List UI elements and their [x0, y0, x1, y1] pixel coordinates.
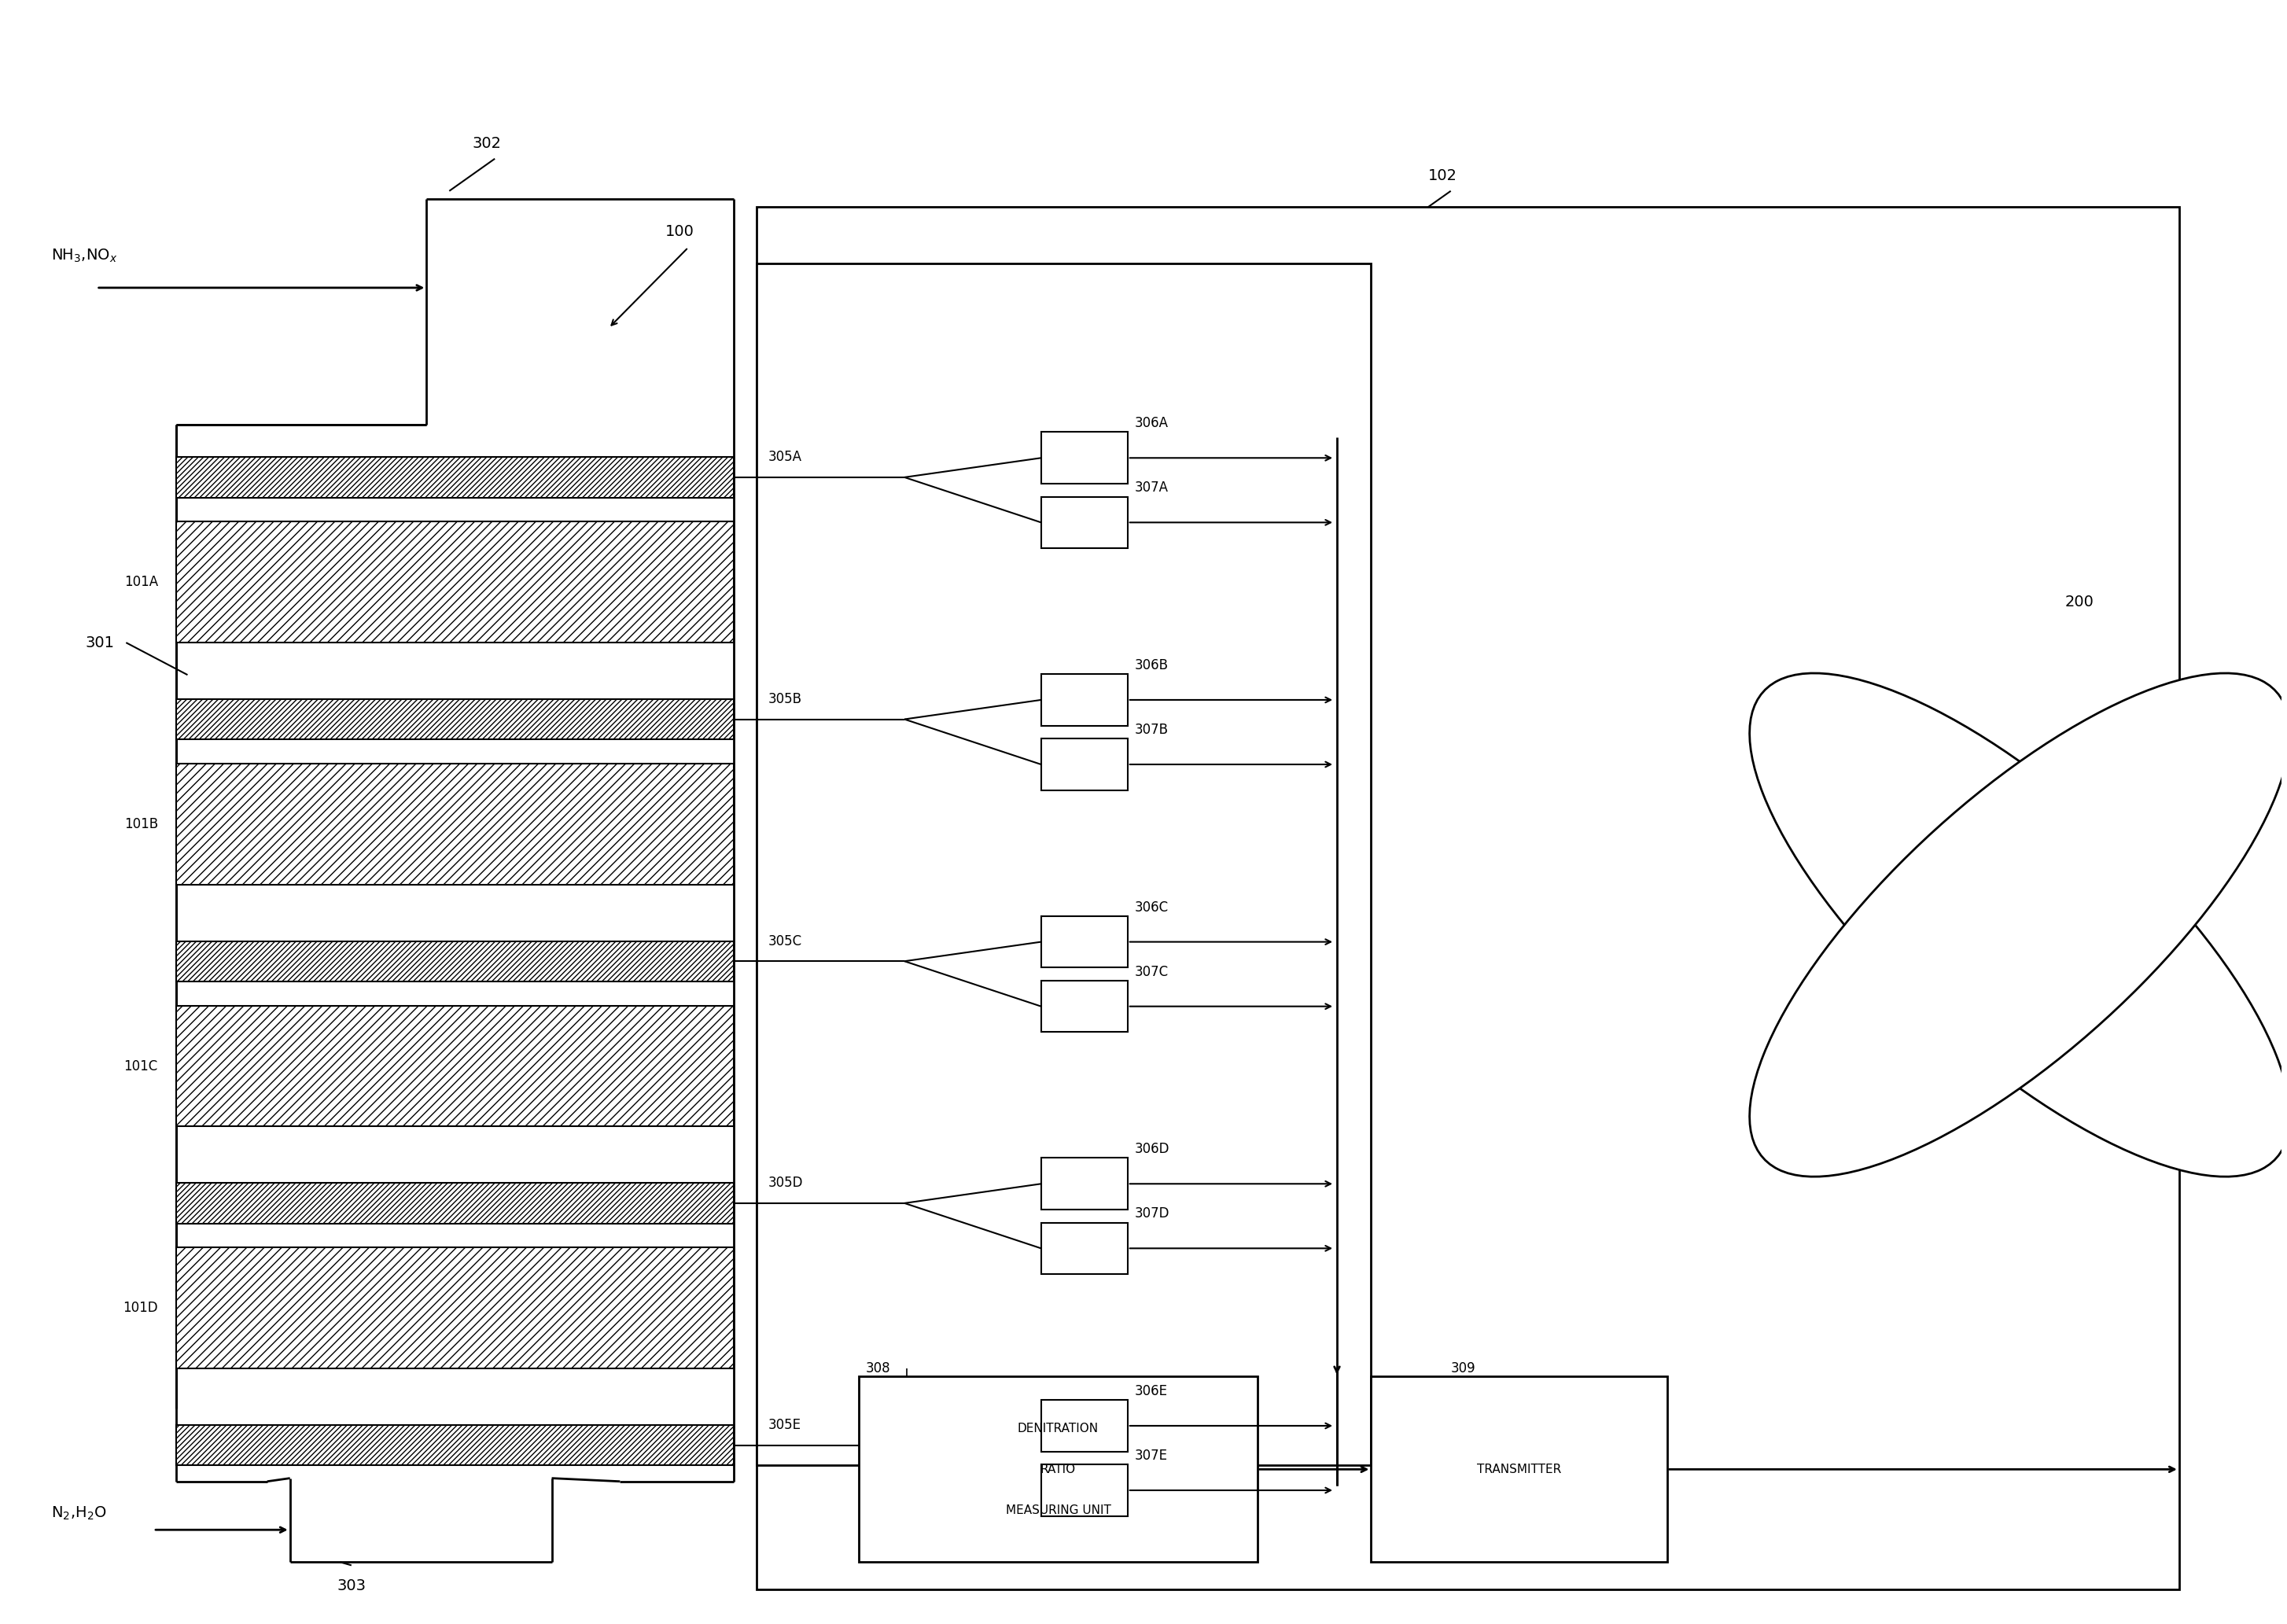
Text: 306C: 306C	[1134, 900, 1169, 914]
Bar	[1041, 432, 1127, 484]
Bar	[1041, 497, 1127, 549]
Text: NH$_3$,NO$_x$: NH$_3$,NO$_x$	[50, 247, 117, 263]
Text: 302: 302	[471, 136, 501, 151]
Text: 101A: 101A	[123, 575, 158, 590]
Text: 303: 303	[336, 1579, 366, 1593]
Bar	[1372, 1377, 1667, 1562]
Text: 101C: 101C	[123, 1059, 158, 1073]
Text: 307E: 307E	[1134, 1449, 1166, 1463]
Bar	[176, 763, 734, 885]
Text: 306D: 306D	[1134, 1142, 1169, 1156]
Text: 307B: 307B	[1134, 723, 1169, 737]
Text: 100: 100	[666, 224, 695, 239]
Text: 305E: 305E	[768, 1418, 800, 1432]
Text: 308: 308	[867, 1361, 890, 1376]
Bar	[176, 521, 734, 643]
Bar	[176, 1005, 734, 1127]
Text: 200: 200	[2065, 594, 2095, 609]
Ellipse shape	[1750, 674, 2287, 1177]
Text: DENITRATION: DENITRATION	[1018, 1423, 1098, 1434]
Text: 306B: 306B	[1134, 658, 1169, 672]
Text: 307C: 307C	[1134, 965, 1169, 979]
Text: 305C: 305C	[768, 934, 803, 948]
Bar	[1041, 1223, 1127, 1275]
Bar	[176, 940, 734, 981]
Bar	[860, 1377, 1258, 1562]
Text: TRANSMITTER: TRANSMITTER	[1477, 1463, 1562, 1475]
Text: 301: 301	[85, 635, 114, 650]
Bar	[176, 1424, 734, 1465]
Bar	[757, 263, 1372, 1465]
Text: N$_2$,H$_2$O: N$_2$,H$_2$O	[50, 1505, 107, 1522]
Text: 305A: 305A	[768, 450, 803, 464]
Text: RATIO: RATIO	[1041, 1463, 1075, 1475]
Bar	[176, 1182, 734, 1223]
Text: 309: 309	[1450, 1361, 1475, 1376]
Bar	[1041, 981, 1127, 1033]
Bar	[1041, 1400, 1127, 1452]
Bar	[176, 456, 734, 497]
Bar	[757, 208, 2180, 1590]
Ellipse shape	[1750, 674, 2287, 1177]
Bar	[1041, 1158, 1127, 1210]
Text: 307A: 307A	[1134, 481, 1169, 495]
Text: MEASURING UNIT: MEASURING UNIT	[1006, 1504, 1111, 1517]
Bar	[1041, 916, 1127, 968]
Bar	[1041, 674, 1127, 726]
Text: 306E: 306E	[1134, 1384, 1166, 1398]
Bar	[176, 698, 734, 739]
Text: 307D: 307D	[1134, 1207, 1169, 1221]
Bar	[1041, 739, 1127, 791]
Text: 305B: 305B	[768, 692, 803, 706]
Text: 101B: 101B	[123, 817, 158, 831]
Text: 102: 102	[1427, 167, 1457, 184]
Text: 305D: 305D	[768, 1176, 803, 1190]
Text: 306A: 306A	[1134, 416, 1169, 430]
Bar	[176, 1247, 734, 1369]
Text: 101D: 101D	[123, 1301, 158, 1315]
Bar	[1041, 1465, 1127, 1517]
